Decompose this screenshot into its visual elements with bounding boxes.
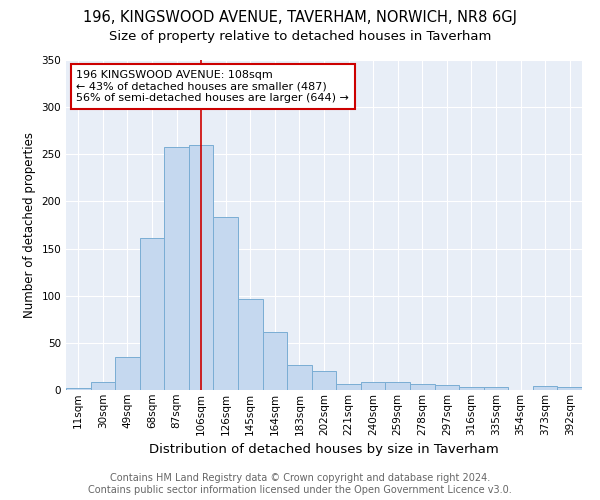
Bar [336, 384, 361, 390]
Bar [361, 382, 385, 390]
Bar [385, 382, 410, 390]
Bar [66, 388, 91, 390]
Bar [263, 332, 287, 390]
Bar [459, 387, 484, 390]
X-axis label: Distribution of detached houses by size in Taverham: Distribution of detached houses by size … [149, 443, 499, 456]
Bar [287, 364, 312, 390]
Text: 196, KINGSWOOD AVENUE, TAVERHAM, NORWICH, NR8 6GJ: 196, KINGSWOOD AVENUE, TAVERHAM, NORWICH… [83, 10, 517, 25]
Bar [312, 371, 336, 390]
Text: Contains HM Land Registry data © Crown copyright and database right 2024.
Contai: Contains HM Land Registry data © Crown c… [88, 474, 512, 495]
Bar [238, 300, 263, 390]
Bar [533, 386, 557, 390]
Text: 196 KINGSWOOD AVENUE: 108sqm
← 43% of detached houses are smaller (487)
56% of s: 196 KINGSWOOD AVENUE: 108sqm ← 43% of de… [76, 70, 349, 103]
Text: Size of property relative to detached houses in Taverham: Size of property relative to detached ho… [109, 30, 491, 43]
Bar [557, 387, 582, 390]
Bar [214, 218, 238, 390]
Bar [164, 146, 189, 390]
Bar [189, 145, 214, 390]
Bar [484, 387, 508, 390]
Bar [434, 386, 459, 390]
Y-axis label: Number of detached properties: Number of detached properties [23, 132, 36, 318]
Bar [91, 382, 115, 390]
Bar [410, 384, 434, 390]
Bar [115, 357, 140, 390]
Bar [140, 238, 164, 390]
